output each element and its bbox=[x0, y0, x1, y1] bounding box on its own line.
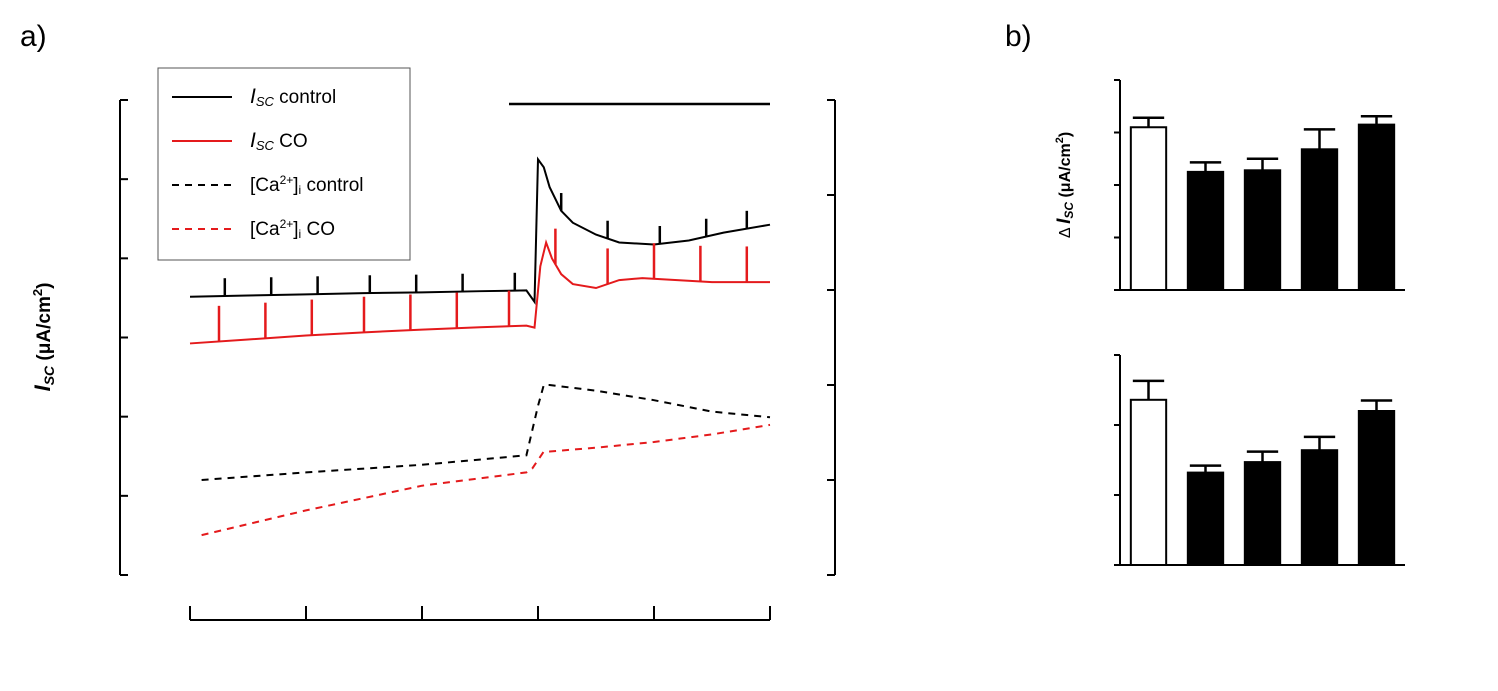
bar bbox=[1186, 170, 1225, 291]
legend-entry: ISC CO bbox=[250, 129, 308, 153]
bar bbox=[1129, 126, 1168, 291]
legend-entry: [Ca2+]i CO bbox=[250, 217, 335, 241]
legend-entry: ISC control bbox=[250, 85, 336, 109]
series-line-3 bbox=[201, 423, 771, 537]
bar bbox=[1300, 148, 1339, 291]
bar bbox=[1243, 461, 1282, 567]
bar bbox=[1129, 398, 1168, 566]
chart-b-top: Δ ISC (μA/cm2) bbox=[1054, 79, 1405, 291]
bar bbox=[1243, 169, 1282, 291]
bar bbox=[1357, 410, 1396, 566]
series-line-2 bbox=[201, 384, 771, 481]
panel-b-label: b) bbox=[1005, 20, 1032, 53]
panel-a-label: a) bbox=[20, 20, 47, 53]
bar bbox=[1300, 449, 1339, 567]
legend-entry: [Ca2+]i control bbox=[250, 173, 364, 197]
y-axis-label: ISC (μA/cm2) bbox=[30, 283, 57, 392]
chart-b-bottom bbox=[1114, 354, 1405, 567]
bar bbox=[1357, 123, 1396, 291]
y-axis-label: Δ ISC (μA/cm2) bbox=[1054, 132, 1076, 238]
chart-a: ISC (μA/cm2) ISC control ISC CO [Ca2+]i con… bbox=[30, 67, 836, 621]
bar bbox=[1186, 471, 1225, 567]
